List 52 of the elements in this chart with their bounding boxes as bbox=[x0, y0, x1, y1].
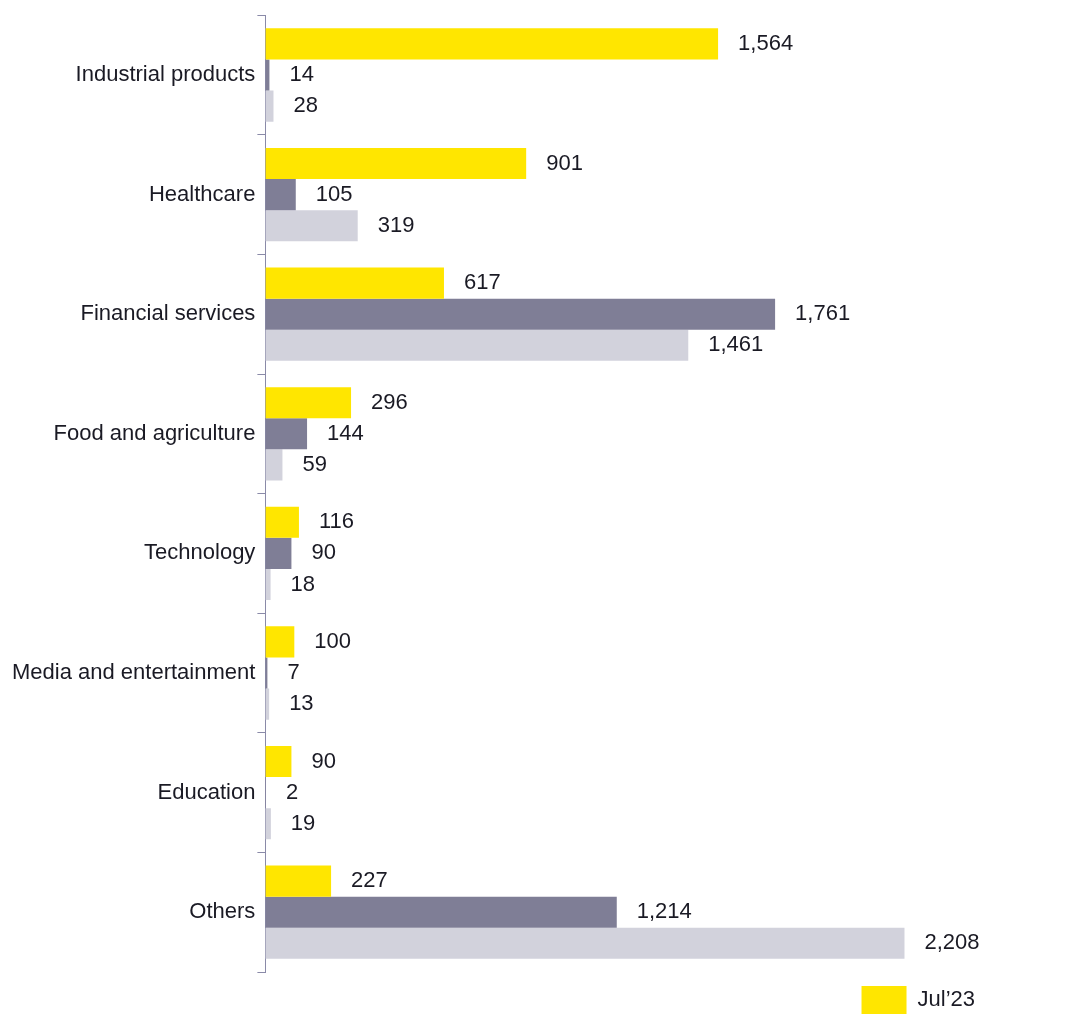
y-tick-label: Financial services bbox=[80, 300, 256, 326]
bar bbox=[265, 387, 352, 419]
data-label: 90 bbox=[311, 747, 336, 773]
data-label: 1,461 bbox=[708, 331, 764, 357]
legend-label: Jul’23 bbox=[917, 986, 975, 1012]
data-label: 7 bbox=[287, 659, 300, 685]
bar bbox=[265, 896, 617, 928]
y-tick-label: Food and agriculture bbox=[53, 419, 256, 445]
bar bbox=[265, 179, 296, 211]
bar bbox=[265, 506, 299, 538]
data-label: 105 bbox=[315, 180, 353, 206]
bar bbox=[265, 298, 776, 330]
data-label: 59 bbox=[302, 450, 327, 476]
bar bbox=[265, 865, 332, 897]
bar bbox=[265, 449, 283, 481]
data-label: 319 bbox=[377, 211, 415, 237]
data-label: 296 bbox=[371, 388, 408, 414]
data-label: 2,208 bbox=[924, 929, 980, 955]
data-label: 1,761 bbox=[795, 300, 851, 326]
bar bbox=[265, 626, 295, 658]
data-label: 1,214 bbox=[636, 898, 692, 924]
y-tick-label: Others bbox=[189, 898, 256, 924]
data-label: 100 bbox=[314, 627, 352, 653]
y-tick-label: Media and entertainment bbox=[12, 659, 256, 685]
y-tick-label: Industrial products bbox=[75, 61, 256, 87]
data-label: 2 bbox=[285, 778, 299, 804]
bar bbox=[265, 568, 271, 601]
data-label: 617 bbox=[463, 269, 501, 295]
y-tick-label: Healthcare bbox=[148, 180, 256, 206]
bar bbox=[265, 329, 689, 361]
data-label: 90 bbox=[311, 539, 336, 565]
data-label: 19 bbox=[290, 809, 316, 835]
data-label: 18 bbox=[290, 570, 316, 596]
y-tick-label: Technology bbox=[144, 539, 256, 565]
bar bbox=[265, 927, 905, 959]
y-tick-label: Education bbox=[157, 778, 256, 804]
data-label: 901 bbox=[546, 149, 583, 175]
data-label: 28 bbox=[293, 92, 318, 118]
data-label: 227 bbox=[351, 867, 388, 893]
data-label: 1,564 bbox=[738, 29, 794, 55]
bar bbox=[265, 745, 292, 778]
data-label: 144 bbox=[327, 419, 364, 445]
bar bbox=[265, 808, 271, 840]
data-label: 14 bbox=[289, 61, 314, 87]
data-label: 116 bbox=[318, 508, 355, 534]
bar bbox=[265, 147, 527, 180]
data-label: 13 bbox=[289, 690, 314, 716]
bar bbox=[265, 210, 358, 242]
bar bbox=[265, 418, 308, 450]
bar bbox=[265, 537, 292, 569]
bar bbox=[265, 267, 444, 299]
bar bbox=[265, 28, 719, 60]
